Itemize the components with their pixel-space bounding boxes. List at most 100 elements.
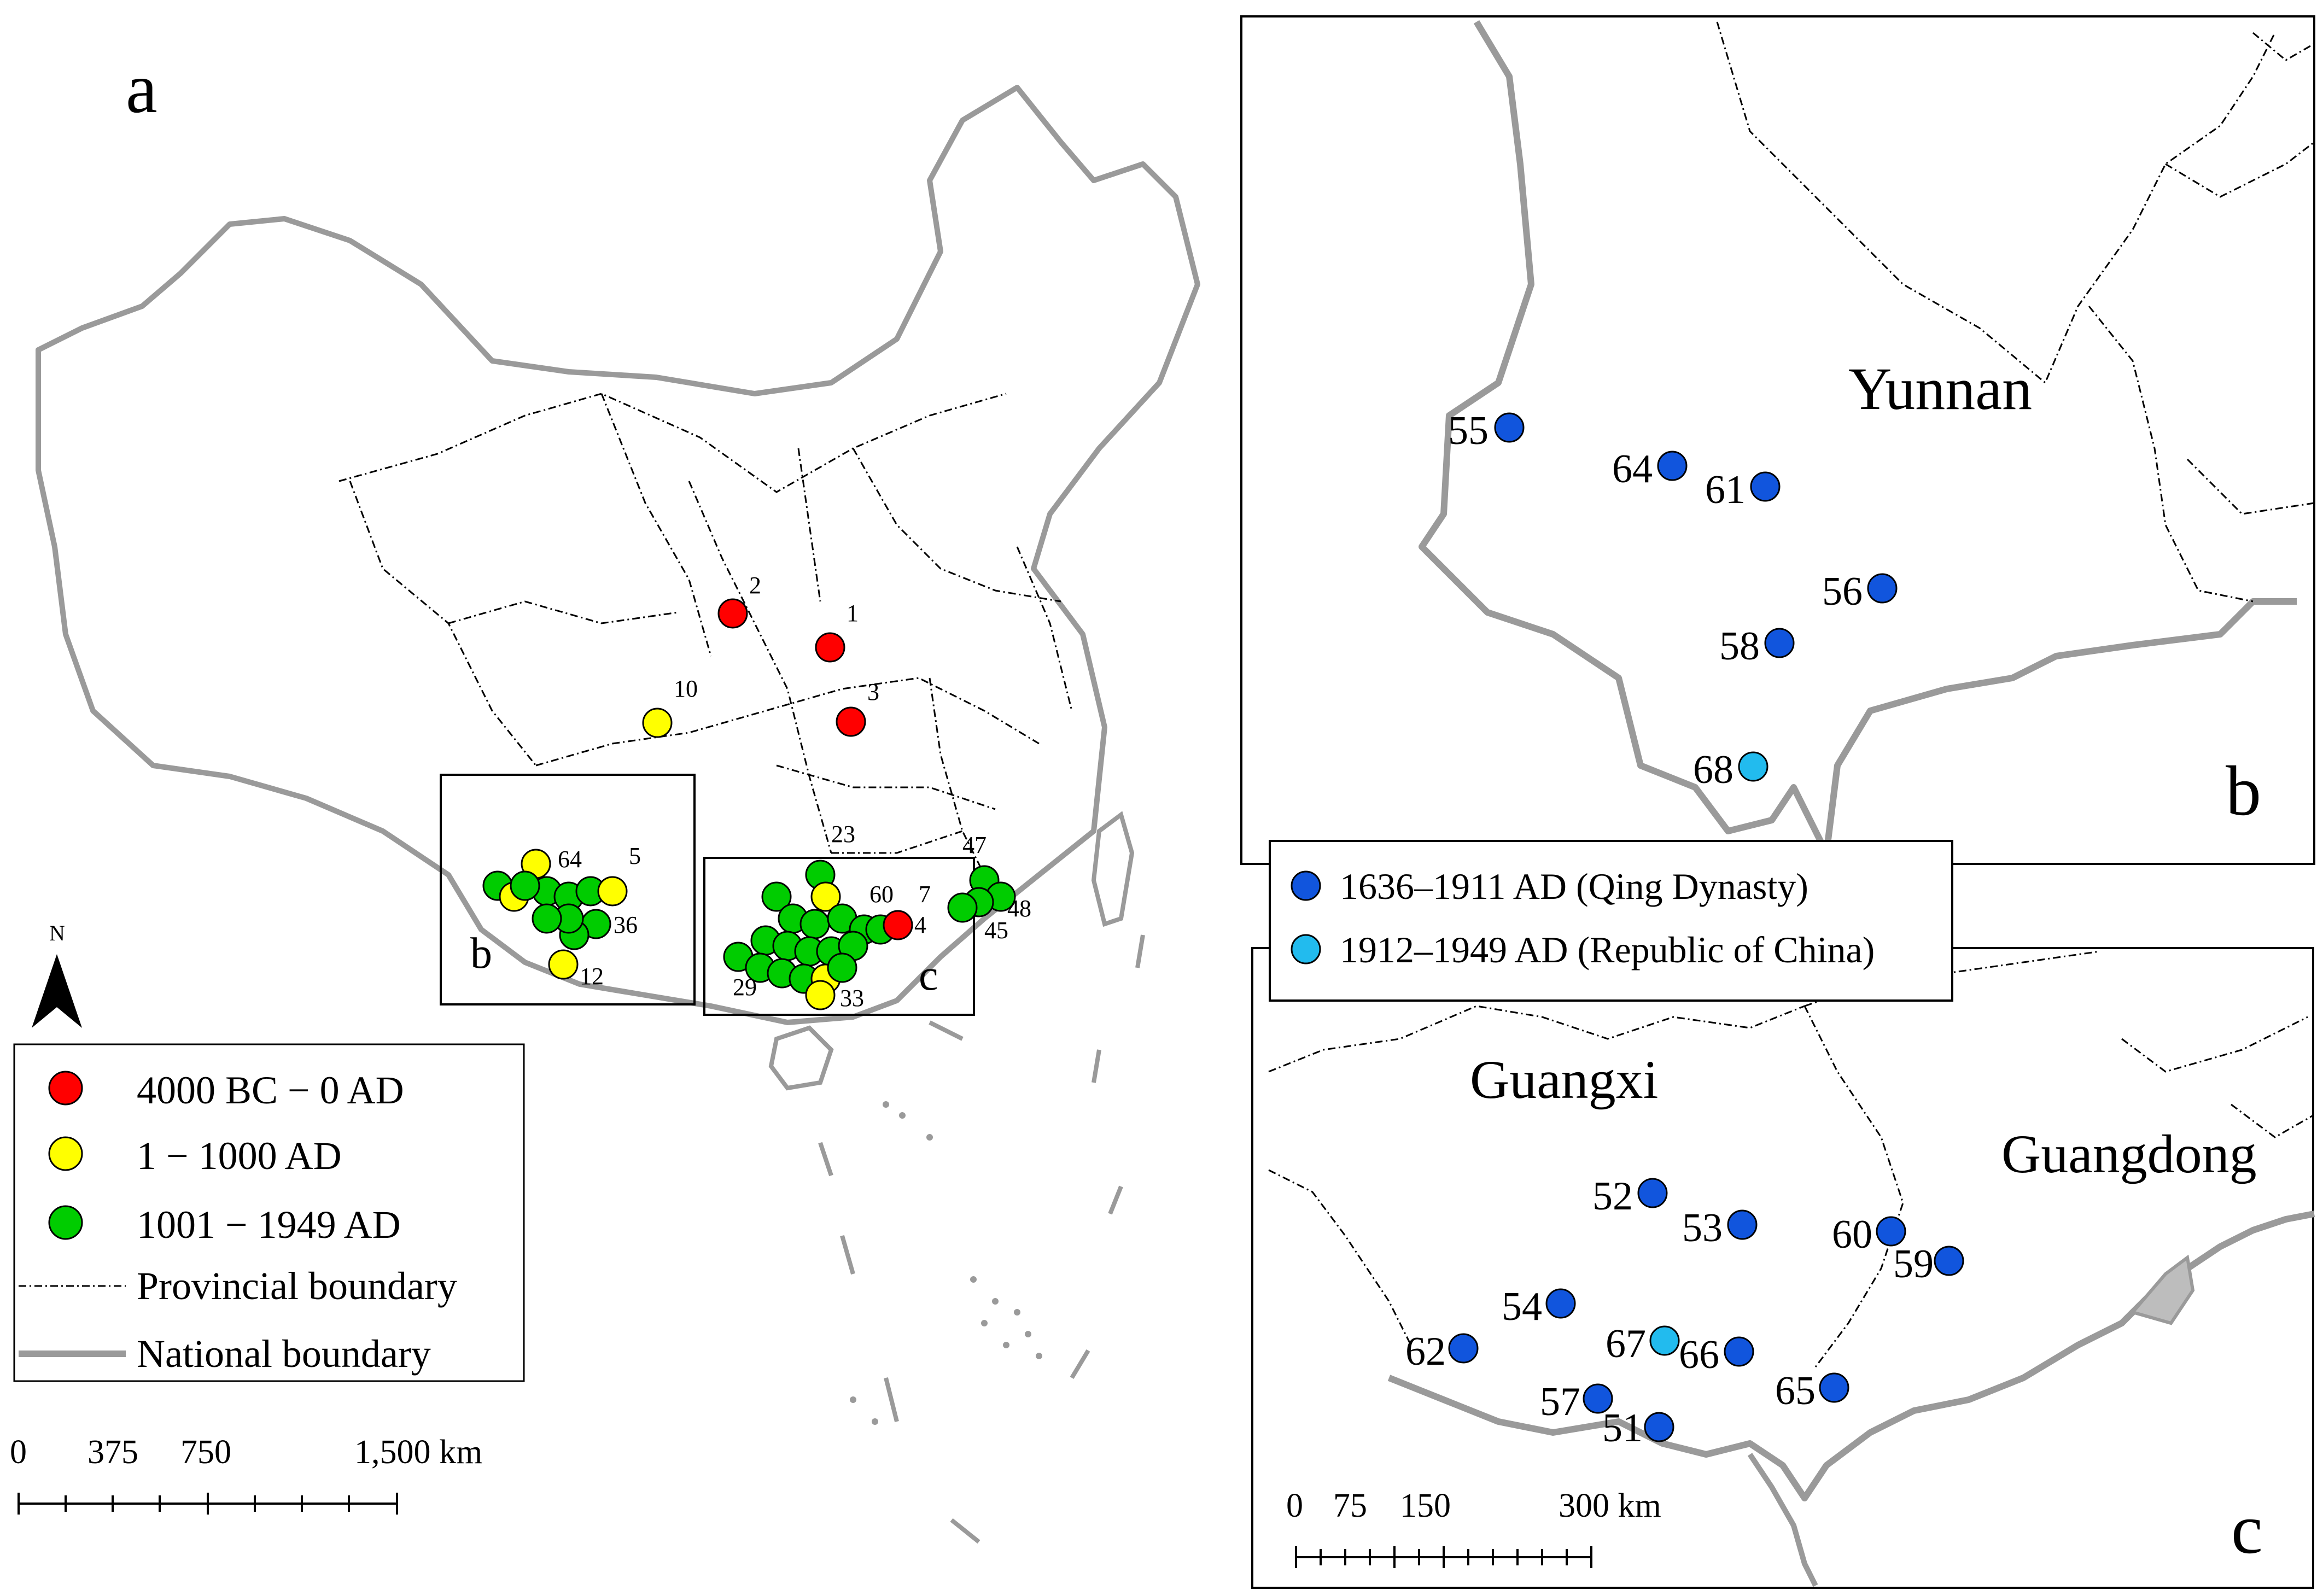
- site-marker: 58: [1719, 624, 1795, 669]
- site-marker: 52: [1592, 1174, 1668, 1219]
- site-marker: 66: [1679, 1332, 1754, 1377]
- panel-b-label: b: [2226, 752, 2261, 831]
- svg-text:1 − 1000 AD: 1 − 1000 AD: [137, 1134, 342, 1178]
- svg-text:51: 51: [1602, 1406, 1643, 1451]
- svg-text:61: 61: [1705, 467, 1746, 512]
- hainan-island: [768, 1025, 834, 1091]
- taiwan-island: [1091, 811, 1135, 927]
- svg-text:58: 58: [1719, 624, 1760, 669]
- scale-bar-c: 0 75 150 300 km: [1286, 1487, 1661, 1568]
- site-cluster-yunnan: [482, 849, 628, 950]
- site-marker: 10: [642, 675, 698, 738]
- site-marker: 64: [558, 846, 582, 873]
- north-arrow: N: [32, 921, 82, 1028]
- scale-bar-a: 0 375 750 1,500 km: [10, 1434, 482, 1515]
- coastline-c-south: [1747, 1453, 1818, 1587]
- panel-c-label: c: [2231, 1490, 2263, 1569]
- svg-text:1912–1949 AD (Republic of Chin: 1912–1949 AD (Republic of China): [1340, 929, 1875, 971]
- svg-text:12: 12: [580, 963, 604, 990]
- legend-item: 1 − 1000 AD: [48, 1134, 342, 1178]
- svg-text:29: 29: [733, 974, 757, 1001]
- panel-b-map: Yunnan b 55 64 61 56 58 68: [1240, 15, 2315, 865]
- yunnan-label: Yunnan: [1848, 355, 2032, 422]
- site-marker: 55: [1448, 408, 1525, 453]
- site-marker: 53: [1682, 1206, 1758, 1250]
- panel-a-map: a: [10, 49, 1200, 1544]
- site-marker: 56: [1822, 569, 1898, 614]
- svg-text:0: 0: [1286, 1487, 1303, 1524]
- legend-panels-bc: 1636–1911 AD (Qing Dynasty) 1912–1949 AD…: [1269, 840, 1953, 1002]
- panel-a-label: a: [126, 49, 157, 128]
- legend-item: 1001 − 1949 AD: [48, 1203, 401, 1247]
- coastline-c: [1387, 1211, 2315, 1501]
- site-marker: 60: [1832, 1212, 1906, 1257]
- guangxi-label: Guangxi: [1470, 1049, 1658, 1110]
- legend-item: 4000 BC − 0 AD: [48, 1068, 404, 1112]
- svg-text:33: 33: [840, 985, 864, 1012]
- site-marker: 33: [840, 985, 864, 1012]
- site-marker: 36: [614, 911, 638, 938]
- svg-text:4000 BC − 0 AD: 4000 BC − 0 AD: [137, 1068, 404, 1112]
- svg-text:0: 0: [10, 1434, 27, 1471]
- svg-text:N: N: [49, 921, 65, 945]
- site-marker: 2: [717, 572, 761, 629]
- svg-text:1,500 km: 1,500 km: [354, 1434, 482, 1471]
- svg-text:36: 36: [614, 911, 638, 938]
- site-marker: 51: [1602, 1406, 1674, 1451]
- site-marker: 47: [962, 832, 987, 858]
- provincial-boundaries-b: [1716, 21, 2315, 603]
- svg-text:10: 10: [674, 675, 698, 702]
- svg-text:56: 56: [1822, 569, 1863, 614]
- svg-text:1001 − 1949 AD: 1001 − 1949 AD: [137, 1203, 401, 1247]
- svg-text:45: 45: [984, 917, 1008, 944]
- svg-text:59: 59: [1893, 1242, 1934, 1287]
- svg-text:68: 68: [1693, 747, 1734, 792]
- svg-text:150: 150: [1400, 1487, 1451, 1524]
- svg-text:57: 57: [1540, 1379, 1580, 1424]
- site-marker: 48: [1007, 895, 1031, 922]
- svg-text:53: 53: [1682, 1206, 1723, 1250]
- site-marker: 64: [1612, 447, 1688, 492]
- svg-text:300 km: 300 km: [1559, 1487, 1661, 1524]
- svg-text:60: 60: [1832, 1212, 1872, 1257]
- legend-panel-a: 4000 BC − 0 AD 1 − 1000 AD 1001 − 1949 A…: [13, 1043, 525, 1382]
- site-marker: 3: [836, 679, 879, 737]
- svg-text:750: 750: [180, 1434, 231, 1471]
- site-marker: 68: [1693, 747, 1768, 792]
- svg-text:375: 375: [87, 1434, 138, 1471]
- svg-text:65: 65: [1775, 1369, 1816, 1413]
- site-marker: 23: [831, 821, 855, 847]
- site-marker: 59: [1893, 1242, 1964, 1287]
- svg-text:64: 64: [558, 846, 582, 873]
- svg-text:52: 52: [1592, 1174, 1633, 1219]
- svg-text:3: 3: [867, 679, 879, 705]
- site-marker: 61: [1705, 467, 1781, 512]
- svg-text:2: 2: [749, 572, 761, 599]
- guangdong-label: Guangdong: [2001, 1124, 2257, 1184]
- svg-text:7: 7: [919, 881, 931, 908]
- site-marker: 62: [1405, 1329, 1479, 1374]
- inset-c-frame: [703, 857, 975, 1016]
- svg-text:62: 62: [1405, 1329, 1446, 1374]
- site-marker: 5: [629, 843, 641, 869]
- island-dots: [850, 1101, 1042, 1425]
- svg-text:23: 23: [831, 821, 855, 847]
- site-marker: 54: [1502, 1284, 1576, 1329]
- legend-item: 1912–1949 AD (Republic of China): [1291, 929, 1875, 971]
- svg-text:5: 5: [629, 843, 641, 869]
- svg-text:66: 66: [1679, 1332, 1719, 1377]
- south-china-sea-boundary: [818, 934, 1145, 1544]
- svg-text:64: 64: [1612, 447, 1653, 492]
- site-marker: 57: [1540, 1379, 1613, 1424]
- site-marker: 60: [869, 881, 894, 908]
- svg-text:1636–1911 AD (Qing Dynasty): 1636–1911 AD (Qing Dynasty): [1340, 866, 1808, 907]
- legend-item: 1636–1911 AD (Qing Dynasty): [1291, 866, 1808, 907]
- site-marker: 67: [1606, 1322, 1680, 1366]
- panel-c-map: Guangxi Guangdong c 52 53 60 59 54 67 66…: [1251, 947, 2315, 1589]
- svg-text:67: 67: [1606, 1322, 1646, 1366]
- inset-c-label: c: [919, 951, 938, 999]
- site-marker: 65: [1775, 1369, 1849, 1413]
- site-marker: 4: [883, 910, 926, 940]
- inset-b-frame: [440, 774, 696, 1005]
